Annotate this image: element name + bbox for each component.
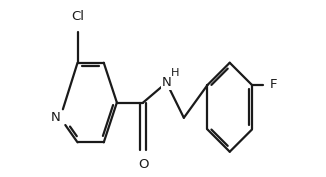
Text: H: H bbox=[171, 68, 179, 78]
Text: N: N bbox=[162, 76, 171, 89]
Text: O: O bbox=[138, 158, 148, 171]
Text: Cl: Cl bbox=[71, 10, 84, 23]
Text: F: F bbox=[270, 78, 277, 92]
Text: N: N bbox=[51, 111, 60, 124]
